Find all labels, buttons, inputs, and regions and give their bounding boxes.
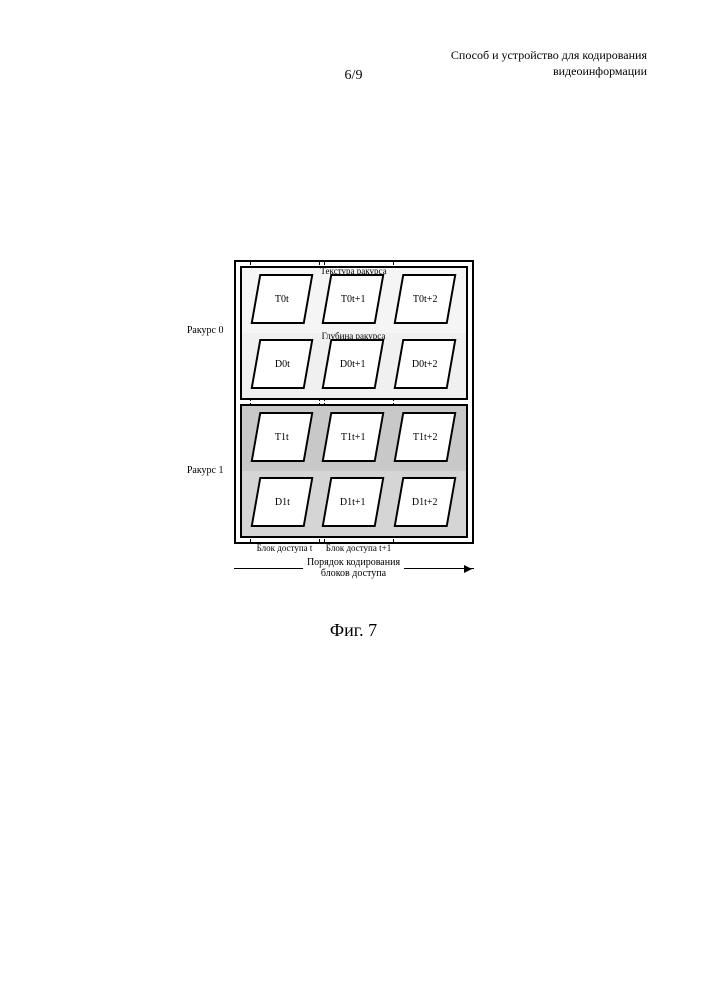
view1-depth-row: D1t D1t+1 D1t+2 [242, 471, 466, 536]
cell-D1t: D1t [251, 477, 314, 527]
coding-order: Порядок кодирования блоков доступа [234, 557, 474, 579]
coding-order-line2: блоков доступа [307, 568, 400, 579]
figure-caption: Фиг. 7 [330, 620, 377, 641]
access-labels: Блок доступа t Блок доступа t+1 [234, 544, 474, 553]
view0-label: Ракурс 0 [164, 325, 224, 336]
cell-text: D1t+2 [412, 497, 438, 508]
cell-D1t1: D1t+1 [322, 477, 385, 527]
cell-text: T0t+2 [413, 294, 438, 305]
cell-T0t2: T0t+2 [393, 274, 456, 324]
cell-text: D0t+1 [341, 359, 367, 370]
access-label-2: Блок доступа t+1 [322, 544, 396, 553]
view0-depth-row: Глубина ракурса D0t D0t+1 D0t+2 [242, 333, 466, 398]
cell-T1t2: T1t+2 [393, 412, 456, 462]
header-line2: видеоинформации [451, 64, 647, 80]
cell-D0t2: D0t+2 [393, 339, 456, 389]
figure-diagram: Ракурс 0 Ракурс 1 Текстура ракурса T0t T… [234, 260, 474, 579]
cell-T0t1: T0t+1 [322, 274, 385, 324]
view1-section: T1t T1t+1 T1t+2 D1t D1t+1 D1t+2 [240, 404, 468, 538]
cell-text: T1t+1 [341, 432, 366, 443]
coding-order-line1: Порядок кодирования [307, 557, 400, 568]
page-number: 6/9 [345, 68, 363, 84]
cell-T0t: T0t [251, 274, 314, 324]
view0-texture-row: Текстура ракурса T0t T0t+1 T0t+2 [242, 268, 466, 333]
view1-texture-row: T1t T1t+1 T1t+2 [242, 406, 466, 471]
view1-label: Ракурс 1 [164, 465, 224, 476]
view0-section: Текстура ракурса T0t T0t+1 T0t+2 Глубина… [240, 266, 468, 400]
cell-D0t: D0t [251, 339, 314, 389]
access-label-1: Блок доступа t [248, 544, 322, 553]
cell-text: D0t+2 [412, 359, 438, 370]
cell-text: D1t [275, 497, 290, 508]
cell-text: D0t [275, 359, 290, 370]
cell-T1t: T1t [251, 412, 314, 462]
cell-T1t1: T1t+1 [322, 412, 385, 462]
cell-text: T0t [275, 294, 289, 305]
header-title: Способ и устройство для кодирования виде… [451, 48, 647, 79]
header-line1: Способ и устройство для кодирования [451, 48, 647, 64]
cell-text: D1t+1 [341, 497, 367, 508]
cell-D1t2: D1t+2 [393, 477, 456, 527]
views-container: Текстура ракурса T0t T0t+1 T0t+2 Глубина… [234, 260, 474, 544]
cell-text: T0t+1 [341, 294, 366, 305]
cell-D0t1: D0t+1 [322, 339, 385, 389]
cell-text: T1t+2 [413, 432, 438, 443]
cell-text: T1t [275, 432, 289, 443]
